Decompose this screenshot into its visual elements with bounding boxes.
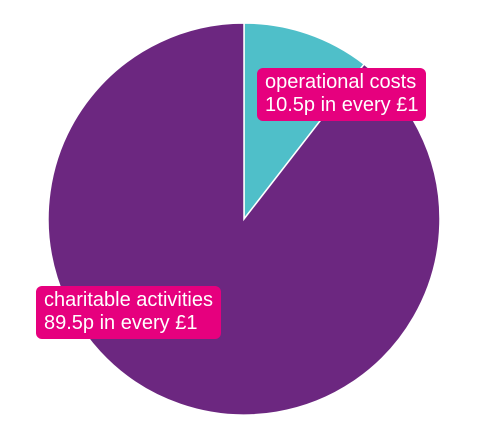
- slice-label-name: operational costs: [265, 71, 417, 93]
- slice-label-name: charitable activities: [44, 289, 213, 311]
- slice-label-charitable-activities: charitable activities 89.5p in every £1: [36, 286, 221, 339]
- slice-label-operational-costs: operational costs 10.5p in every £1: [257, 68, 427, 121]
- slice-label-value: 10.5p in every £1: [265, 94, 419, 116]
- slice-label-value: 89.5p in every £1: [44, 312, 198, 334]
